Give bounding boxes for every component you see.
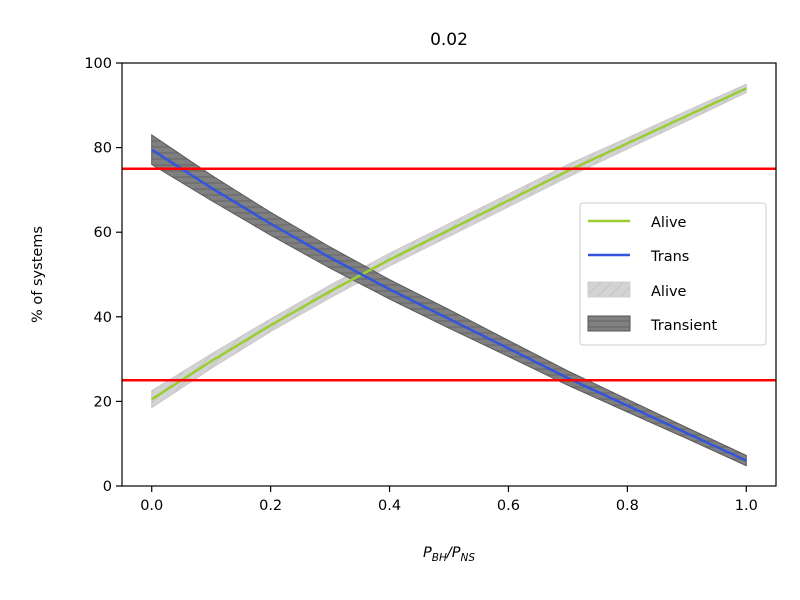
legend-frame	[579, 202, 767, 346]
legend-swatch-alive-band	[587, 281, 631, 298]
legend: Alive Trans Alive Transient	[579, 202, 767, 346]
y-tick-label: 60	[94, 225, 112, 241]
y-tick-label: 20	[94, 394, 112, 410]
x-tick-label: 0.6	[497, 498, 520, 514]
legend-label-transient-band: Transient	[650, 318, 717, 334]
legend-label-trans-line: Trans	[650, 249, 689, 265]
legend-label-alive-line: Alive	[651, 215, 687, 231]
y-axis-label: % of systems	[30, 226, 46, 323]
y-axis: 0 20 40 60 80 100	[84, 56, 122, 495]
x-axis: 0.0 0.2 0.4 0.6 0.8 1.0	[140, 486, 758, 514]
x-tick-label: 0.4	[378, 498, 401, 514]
plot-frame	[121, 62, 777, 487]
legend-label-alive-band: Alive	[651, 284, 687, 300]
y-tick-label: 100	[84, 56, 112, 72]
y-tick-label: 40	[94, 310, 112, 326]
x-tick-label: 1.0	[735, 498, 758, 514]
x-axis-label-p1: P	[423, 545, 432, 561]
x-tick-label: 0.8	[616, 498, 639, 514]
series-line-alive	[151, 87, 747, 401]
x-axis-label-sub2: NS	[460, 552, 475, 564]
x-axis-label-sub1: BH	[432, 552, 447, 564]
x-axis-label: PBH/PNS	[423, 545, 475, 564]
chart-title: 0.02	[430, 30, 468, 50]
plot-area	[122, 83, 776, 467]
series-lines	[151, 87, 747, 462]
x-tick-label: 0.2	[259, 498, 282, 514]
legend-swatch-transient-band	[587, 315, 631, 332]
x-axis-label-sep: /P	[445, 545, 461, 561]
x-tick-label: 0.0	[140, 498, 163, 514]
y-tick-label: 0	[103, 479, 112, 495]
y-tick-label: 80	[94, 141, 112, 157]
reference-lines	[122, 167, 776, 382]
series-line-trans	[151, 148, 747, 462]
